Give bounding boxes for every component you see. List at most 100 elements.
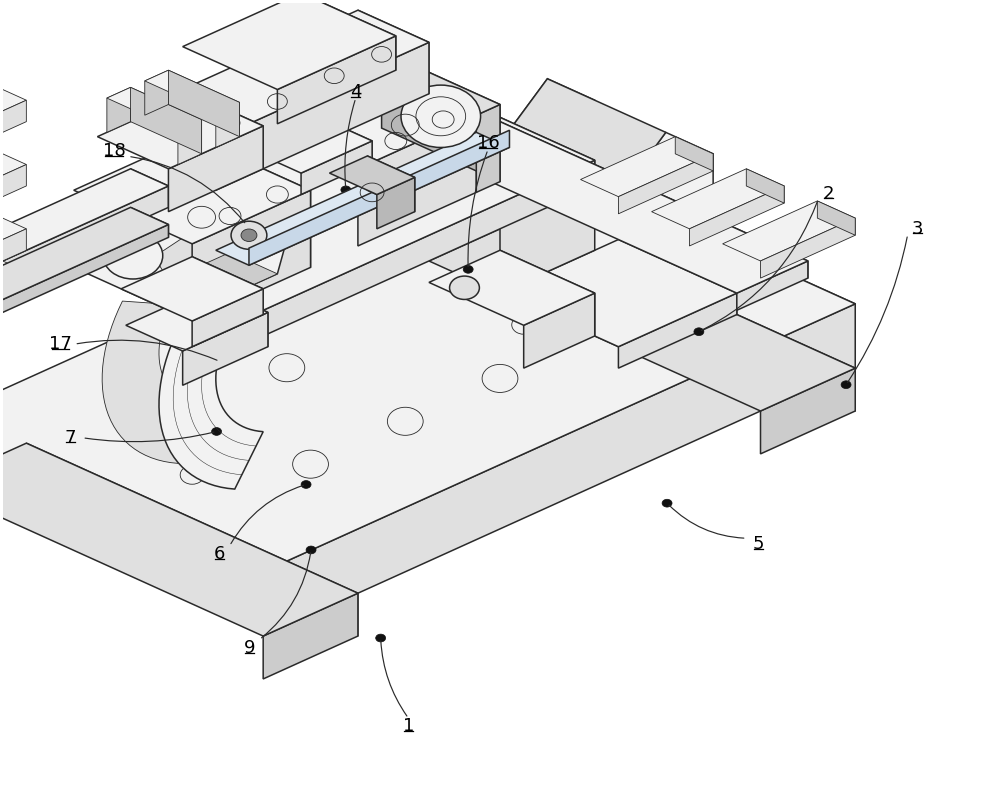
Polygon shape xyxy=(675,137,713,171)
Polygon shape xyxy=(0,212,26,261)
Polygon shape xyxy=(192,190,311,321)
Polygon shape xyxy=(301,0,396,70)
Polygon shape xyxy=(50,86,595,332)
Text: 3: 3 xyxy=(912,220,923,238)
Polygon shape xyxy=(239,62,476,169)
Polygon shape xyxy=(737,261,808,310)
Polygon shape xyxy=(377,177,415,228)
Polygon shape xyxy=(761,218,855,278)
Text: 5: 5 xyxy=(753,535,764,553)
Polygon shape xyxy=(618,293,737,368)
Polygon shape xyxy=(500,250,595,336)
Polygon shape xyxy=(121,257,263,321)
Polygon shape xyxy=(216,102,239,148)
Polygon shape xyxy=(500,78,595,293)
Polygon shape xyxy=(0,133,26,272)
Text: 17: 17 xyxy=(49,335,72,353)
Circle shape xyxy=(182,152,192,160)
Polygon shape xyxy=(154,216,239,280)
Polygon shape xyxy=(263,593,358,679)
Text: 6: 6 xyxy=(214,545,225,563)
Polygon shape xyxy=(192,257,263,315)
Polygon shape xyxy=(249,130,509,265)
Text: 4: 4 xyxy=(350,83,362,101)
Polygon shape xyxy=(183,312,268,385)
Polygon shape xyxy=(0,272,26,325)
Circle shape xyxy=(694,328,704,336)
Polygon shape xyxy=(0,444,358,636)
Polygon shape xyxy=(329,156,415,195)
Polygon shape xyxy=(301,141,372,195)
Polygon shape xyxy=(277,36,396,124)
Circle shape xyxy=(212,428,222,436)
Polygon shape xyxy=(689,186,784,246)
Polygon shape xyxy=(0,186,168,304)
Polygon shape xyxy=(145,10,429,139)
Polygon shape xyxy=(0,254,26,304)
Polygon shape xyxy=(382,51,500,181)
Polygon shape xyxy=(216,133,509,265)
Polygon shape xyxy=(476,104,500,192)
Polygon shape xyxy=(168,70,239,137)
Circle shape xyxy=(306,546,316,554)
Circle shape xyxy=(341,186,351,194)
Text: 9: 9 xyxy=(244,639,255,657)
Polygon shape xyxy=(131,207,168,237)
Circle shape xyxy=(756,235,765,243)
Circle shape xyxy=(231,221,267,250)
Polygon shape xyxy=(131,87,202,154)
Polygon shape xyxy=(183,0,396,89)
Polygon shape xyxy=(0,100,26,154)
Polygon shape xyxy=(500,78,666,197)
Polygon shape xyxy=(211,287,268,347)
Polygon shape xyxy=(429,250,595,325)
Polygon shape xyxy=(429,218,855,411)
Polygon shape xyxy=(746,169,784,203)
Text: 18: 18 xyxy=(103,142,126,160)
Polygon shape xyxy=(500,239,737,347)
Polygon shape xyxy=(0,169,168,283)
Polygon shape xyxy=(618,154,713,214)
Polygon shape xyxy=(183,87,372,173)
Polygon shape xyxy=(202,237,287,301)
Circle shape xyxy=(220,135,230,143)
Circle shape xyxy=(841,381,851,389)
Circle shape xyxy=(211,353,221,361)
Polygon shape xyxy=(145,70,168,115)
Polygon shape xyxy=(216,42,429,190)
Circle shape xyxy=(103,232,163,279)
Circle shape xyxy=(241,221,251,228)
Polygon shape xyxy=(74,137,311,244)
Text: 1: 1 xyxy=(403,717,414,735)
Polygon shape xyxy=(761,368,855,454)
Polygon shape xyxy=(358,115,476,246)
Polygon shape xyxy=(358,10,429,93)
Circle shape xyxy=(662,499,672,507)
Circle shape xyxy=(401,85,481,148)
Polygon shape xyxy=(618,133,713,347)
Polygon shape xyxy=(429,86,595,186)
Polygon shape xyxy=(358,62,476,192)
Circle shape xyxy=(450,276,479,299)
Polygon shape xyxy=(0,165,26,218)
Circle shape xyxy=(463,265,473,273)
Circle shape xyxy=(211,315,221,323)
Polygon shape xyxy=(723,201,855,261)
Polygon shape xyxy=(0,207,168,321)
Polygon shape xyxy=(524,154,855,368)
Polygon shape xyxy=(145,70,239,113)
Circle shape xyxy=(301,480,311,488)
Polygon shape xyxy=(500,122,808,278)
Polygon shape xyxy=(524,293,595,368)
Polygon shape xyxy=(131,169,168,207)
Polygon shape xyxy=(0,154,855,571)
Polygon shape xyxy=(159,327,263,489)
Polygon shape xyxy=(192,289,263,347)
Polygon shape xyxy=(216,160,595,357)
Polygon shape xyxy=(126,287,268,351)
Polygon shape xyxy=(168,253,277,301)
Polygon shape xyxy=(0,133,26,283)
Polygon shape xyxy=(178,119,202,165)
Polygon shape xyxy=(102,301,206,463)
Polygon shape xyxy=(107,87,202,130)
